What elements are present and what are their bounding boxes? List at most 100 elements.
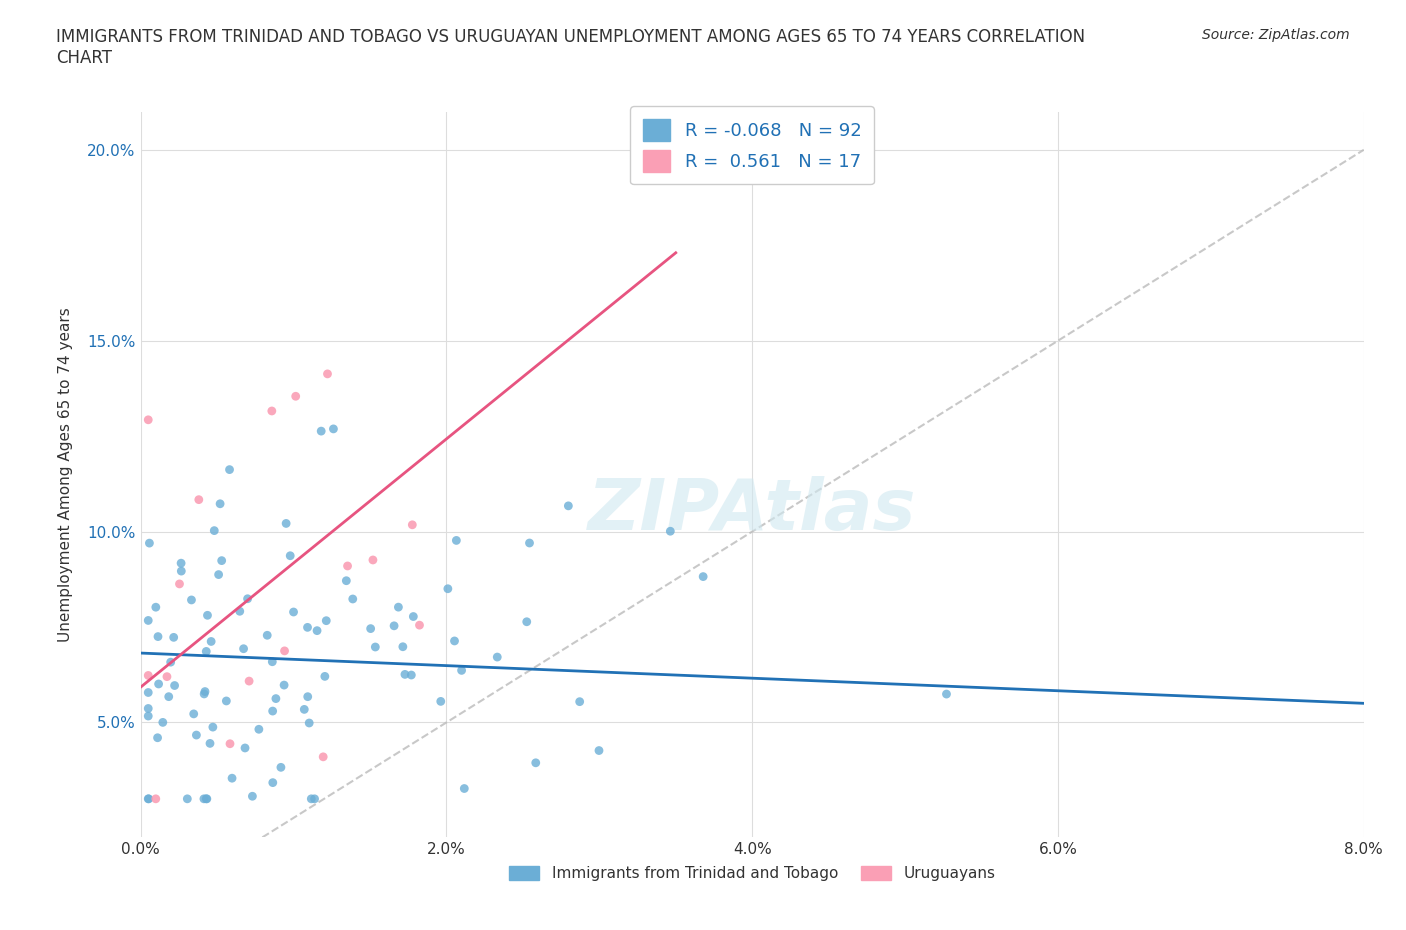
Point xyxy=(429,694,451,709)
Point xyxy=(336,559,359,574)
Y-axis label: Unemployment Among Ages 65 to 74 years: Unemployment Among Ages 65 to 74 years xyxy=(59,307,73,642)
Point xyxy=(314,669,336,684)
Point xyxy=(297,689,319,704)
Point xyxy=(524,755,547,770)
Text: ZIPAtlas: ZIPAtlas xyxy=(588,476,917,545)
Point xyxy=(209,497,232,512)
Point xyxy=(322,421,344,436)
Point xyxy=(207,567,229,582)
Point xyxy=(163,630,186,644)
Point xyxy=(136,709,159,724)
Point xyxy=(453,781,475,796)
Point xyxy=(170,564,193,578)
Point xyxy=(364,640,387,655)
Point xyxy=(229,604,252,618)
Point xyxy=(262,704,284,719)
Point xyxy=(276,516,298,531)
Point xyxy=(195,644,218,658)
Point xyxy=(437,581,460,596)
Point xyxy=(316,366,339,381)
Point xyxy=(568,694,591,709)
Point xyxy=(194,684,217,699)
Point xyxy=(136,613,159,628)
Point xyxy=(443,633,465,648)
Point xyxy=(309,424,332,439)
Point xyxy=(297,620,319,635)
Point xyxy=(145,791,167,806)
Point xyxy=(298,715,321,730)
Point xyxy=(187,492,209,507)
Point xyxy=(659,524,682,538)
Point xyxy=(197,608,219,623)
Point xyxy=(163,678,186,693)
Point xyxy=(304,791,326,806)
Point xyxy=(270,760,292,775)
Point xyxy=(201,720,224,735)
Point xyxy=(299,791,322,806)
Point xyxy=(401,668,423,683)
Point xyxy=(186,727,208,742)
Point xyxy=(361,552,384,567)
Point xyxy=(195,791,218,806)
Point xyxy=(136,668,159,683)
Point xyxy=(211,553,233,568)
Point xyxy=(202,524,225,538)
Point xyxy=(238,673,260,688)
Point xyxy=(408,618,430,632)
Point xyxy=(387,600,409,615)
Point xyxy=(180,592,202,607)
Point xyxy=(157,689,180,704)
Point xyxy=(392,639,415,654)
Point xyxy=(193,686,215,701)
Point xyxy=(342,591,364,606)
Point xyxy=(557,498,579,513)
Point xyxy=(262,655,284,670)
Point xyxy=(156,670,179,684)
Point xyxy=(221,771,243,786)
Point xyxy=(138,536,160,551)
Point xyxy=(360,621,382,636)
Point xyxy=(233,740,256,755)
Point xyxy=(219,737,242,751)
Point xyxy=(307,623,329,638)
Point xyxy=(312,750,335,764)
Point xyxy=(278,549,301,564)
Point xyxy=(588,743,610,758)
Point xyxy=(335,573,357,588)
Text: IMMIGRANTS FROM TRINIDAD AND TOBAGO VS URUGUAYAN UNEMPLOYMENT AMONG AGES 65 TO 7: IMMIGRANTS FROM TRINIDAD AND TOBAGO VS U… xyxy=(56,28,1085,67)
Point xyxy=(183,707,205,722)
Point xyxy=(195,791,218,806)
Point xyxy=(198,736,221,751)
Point xyxy=(264,691,287,706)
Point xyxy=(284,389,307,404)
Point xyxy=(170,556,193,571)
Point xyxy=(394,667,416,682)
Point xyxy=(247,722,270,737)
Point xyxy=(935,686,957,701)
Point xyxy=(273,644,295,658)
Point xyxy=(152,715,174,730)
Point xyxy=(446,533,468,548)
Point xyxy=(519,536,541,551)
Point xyxy=(136,412,159,427)
Point xyxy=(148,676,170,691)
Text: Source: ZipAtlas.com: Source: ZipAtlas.com xyxy=(1202,28,1350,42)
Point xyxy=(450,663,472,678)
Point xyxy=(159,655,181,670)
Point xyxy=(486,650,509,665)
Point xyxy=(315,613,337,628)
Point xyxy=(382,618,405,633)
Point xyxy=(218,462,240,477)
Point xyxy=(146,730,169,745)
Point xyxy=(145,600,167,615)
Point xyxy=(136,791,159,806)
Point xyxy=(402,609,425,624)
Point xyxy=(516,615,538,630)
Point xyxy=(200,634,222,649)
Point xyxy=(260,404,283,418)
Point xyxy=(146,630,169,644)
Legend: Immigrants from Trinidad and Tobago, Uruguayans: Immigrants from Trinidad and Tobago, Uru… xyxy=(503,860,1001,887)
Point xyxy=(401,517,423,532)
Point xyxy=(136,685,159,700)
Point xyxy=(292,702,315,717)
